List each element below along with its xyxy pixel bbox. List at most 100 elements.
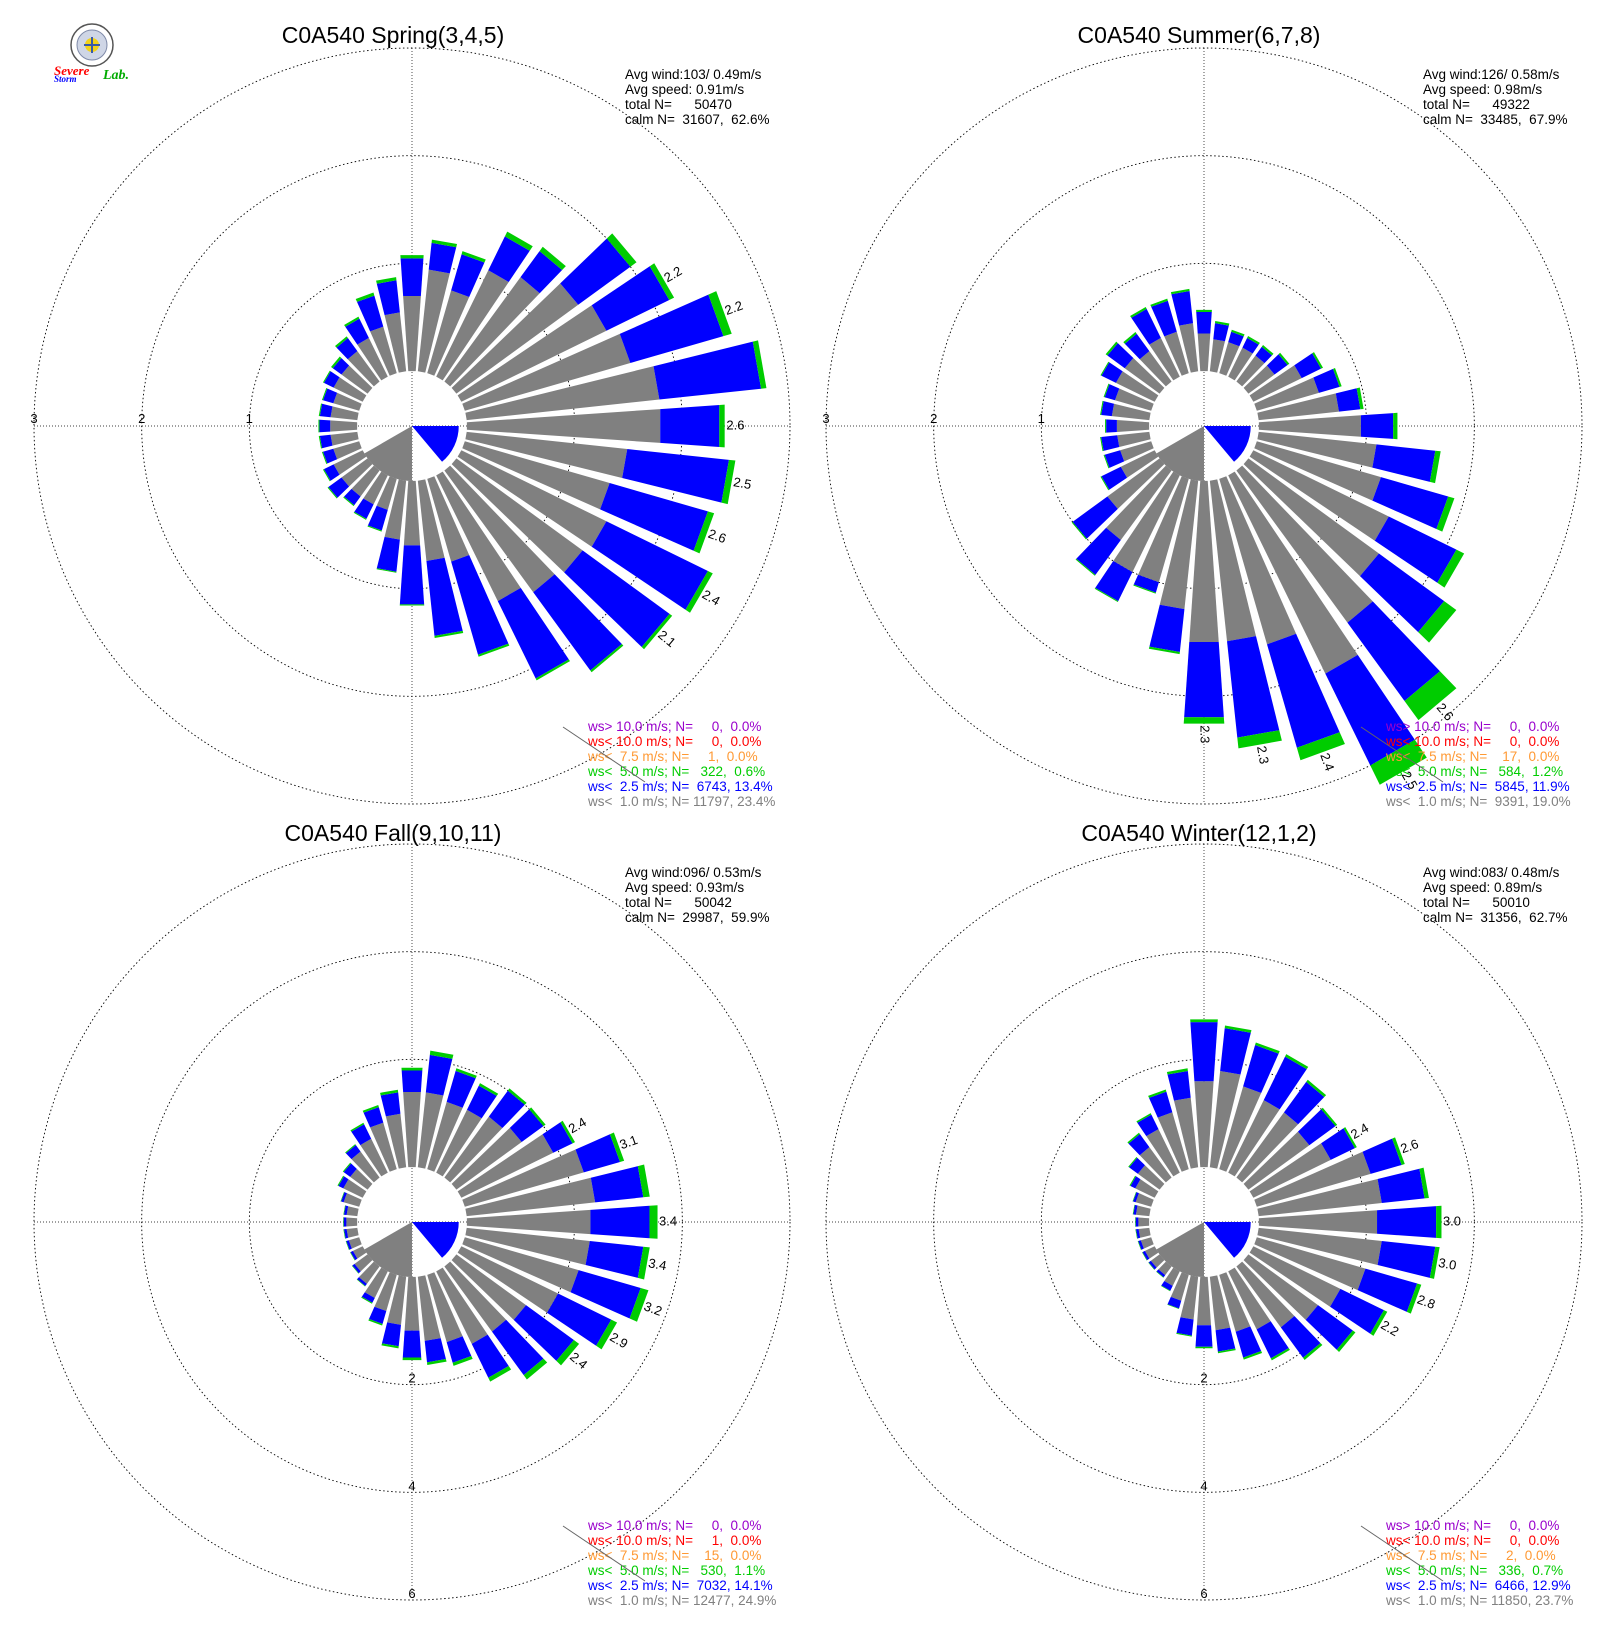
petal-blue-segment <box>345 1144 361 1160</box>
legend-ws-lt-1-0: ws< 1.0 m/s; N= 12477, 24.9% <box>587 1593 776 1608</box>
petal-green-segment <box>721 459 736 505</box>
petal-gray-segment <box>1164 1267 1180 1286</box>
petal-blue-segment <box>376 536 400 572</box>
petal-blue-segment <box>1330 1288 1384 1334</box>
petal-gray-segment <box>1219 1086 1262 1172</box>
petal-green-segment <box>1190 1019 1218 1023</box>
petal-green-segment <box>1231 329 1245 337</box>
petal-gray-segment <box>330 406 359 421</box>
petal-value-label: 2.6 <box>1398 1136 1420 1156</box>
legend-ws-lt-7-5: ws< 7.5 m/s; N= 17, 0.0% <box>1385 749 1559 764</box>
petal-gray-segment <box>1243 458 1379 577</box>
axis-tick-label: 6 <box>408 1586 415 1601</box>
petal-green-segment <box>1247 336 1260 345</box>
petal-green-segment <box>1429 1246 1440 1279</box>
petal-blue-segment <box>354 498 374 519</box>
petal-blue-segment <box>322 448 338 464</box>
petal-gray-segment <box>1179 323 1199 373</box>
petal-gray-segment <box>1149 337 1180 381</box>
petal-blue-segment <box>350 1250 358 1261</box>
petal-blue-segment <box>361 1292 375 1303</box>
petal-gray-segment <box>457 305 607 402</box>
petal-gray-segment <box>350 1168 373 1190</box>
petal-green-segment <box>1436 1205 1442 1239</box>
petal-green-segment <box>321 451 328 464</box>
petal-gray-segment <box>403 1091 421 1168</box>
petal-green-segment <box>641 613 673 650</box>
petal-green-segment <box>1130 306 1147 318</box>
petal-gray-segment <box>1257 1179 1382 1217</box>
petal-blue-segment <box>343 1217 347 1227</box>
petal-green-segment <box>1136 1113 1152 1123</box>
petal-blue-segment <box>402 1330 422 1358</box>
legend-strike-line <box>1360 726 1444 783</box>
petal-blue-segment <box>520 251 563 294</box>
petal-blue-segment <box>1377 1241 1436 1278</box>
petal-gray-segment <box>1249 365 1302 402</box>
petal-gray-segment <box>347 351 380 387</box>
petal-green-segment <box>1436 496 1455 532</box>
petal-blue-segment <box>1101 401 1115 417</box>
petal-blue-segment <box>1129 1157 1145 1174</box>
petal-blue-segment <box>319 419 331 433</box>
stat-calm-n: calm N= 33485, 67.9% <box>1423 112 1567 127</box>
petal-green-segment <box>1150 298 1168 307</box>
petal-green-segment <box>1142 1252 1148 1261</box>
petal-blue-segment <box>1283 1081 1325 1125</box>
petal-blue-segment <box>585 1241 644 1278</box>
petal-blue-segment <box>1347 601 1440 701</box>
petal-blue-segment <box>425 1054 453 1096</box>
petal-value-label: 2.3 <box>1198 725 1213 743</box>
petal-blue-segment <box>1138 1240 1144 1250</box>
petal-gray-segment <box>1170 1272 1189 1301</box>
legend-ws-lt-10: ws< 10.0 m/s; N= 0, 0.0% <box>587 734 761 749</box>
petal-blue-segment <box>1161 1281 1173 1291</box>
petal-blue-segment <box>1107 343 1134 369</box>
petal-blue-segment <box>1076 527 1121 575</box>
petal-gray-segment <box>417 479 445 561</box>
petal-gray-segment <box>1180 1275 1199 1320</box>
legend-ws-lt-7-5: ws< 7.5 m/s; N= 1, 0.0% <box>587 749 758 764</box>
petal-blue-segment <box>1128 1134 1150 1156</box>
petal-green-segment <box>1270 1348 1290 1361</box>
petal-green-segment <box>376 568 397 573</box>
stat-avg-wind: Avg wind:096/ 0.53m/s <box>625 865 762 880</box>
axis-tick-label: 3 <box>822 411 829 426</box>
petal-blue-segment <box>471 1334 509 1378</box>
petal-green-segment <box>327 486 338 499</box>
petal-gray-segment <box>385 1113 407 1169</box>
petal-green-segment <box>1123 331 1137 344</box>
petal-blue-segment <box>1130 1176 1141 1189</box>
legend-ws-lt-10: ws< 10.0 m/s; N= 1, 0.0% <box>587 1533 761 1548</box>
petal-gray-segment <box>444 1261 507 1332</box>
petal-green-segment <box>400 255 424 259</box>
petal-blue-segment <box>1235 1326 1262 1358</box>
petal-green-segment <box>1312 352 1324 369</box>
stat-calm-n: calm N= 31356, 62.7% <box>1423 910 1567 925</box>
petal-green-segment <box>685 570 713 613</box>
legend-ws-gt-10: ws> 10.0 m/s; N= 0, 0.0% <box>1385 1518 1559 1533</box>
petal-gray-segment <box>1243 365 1275 394</box>
petal-gray-segment <box>1135 1205 1151 1217</box>
petal-green-segment <box>318 435 323 449</box>
petal-blue-segment <box>1362 1138 1402 1174</box>
petal-blue-segment <box>600 483 708 551</box>
stat-avg-wind: Avg wind:083/ 0.48m/s <box>1423 865 1560 880</box>
petal-blue-segment <box>1149 1091 1173 1118</box>
petal-green-segment <box>1170 288 1190 295</box>
legend-ws-lt-10: ws< 10.0 m/s; N= 0, 0.0% <box>1385 734 1559 749</box>
petal-blue-segment <box>488 236 530 283</box>
petal-green-segment <box>523 1358 548 1380</box>
legend-ws-lt-10: ws< 10.0 m/s; N= 0, 0.0% <box>1385 1533 1559 1548</box>
petal-gray-segment <box>1159 479 1199 610</box>
petal-value-label: 2.8 <box>1415 1292 1437 1312</box>
petal-green-segment <box>431 239 458 248</box>
petal-green-segment <box>1135 1217 1136 1227</box>
petal-green-segment <box>629 1288 649 1322</box>
petal-gray-segment <box>1140 1237 1154 1249</box>
petal-green-segment <box>1370 739 1427 785</box>
petal-blue-segment <box>426 557 463 636</box>
petal-gray-segment <box>1138 476 1189 583</box>
petal-gray-segment <box>330 431 359 446</box>
petal-green-segment <box>1418 601 1457 643</box>
